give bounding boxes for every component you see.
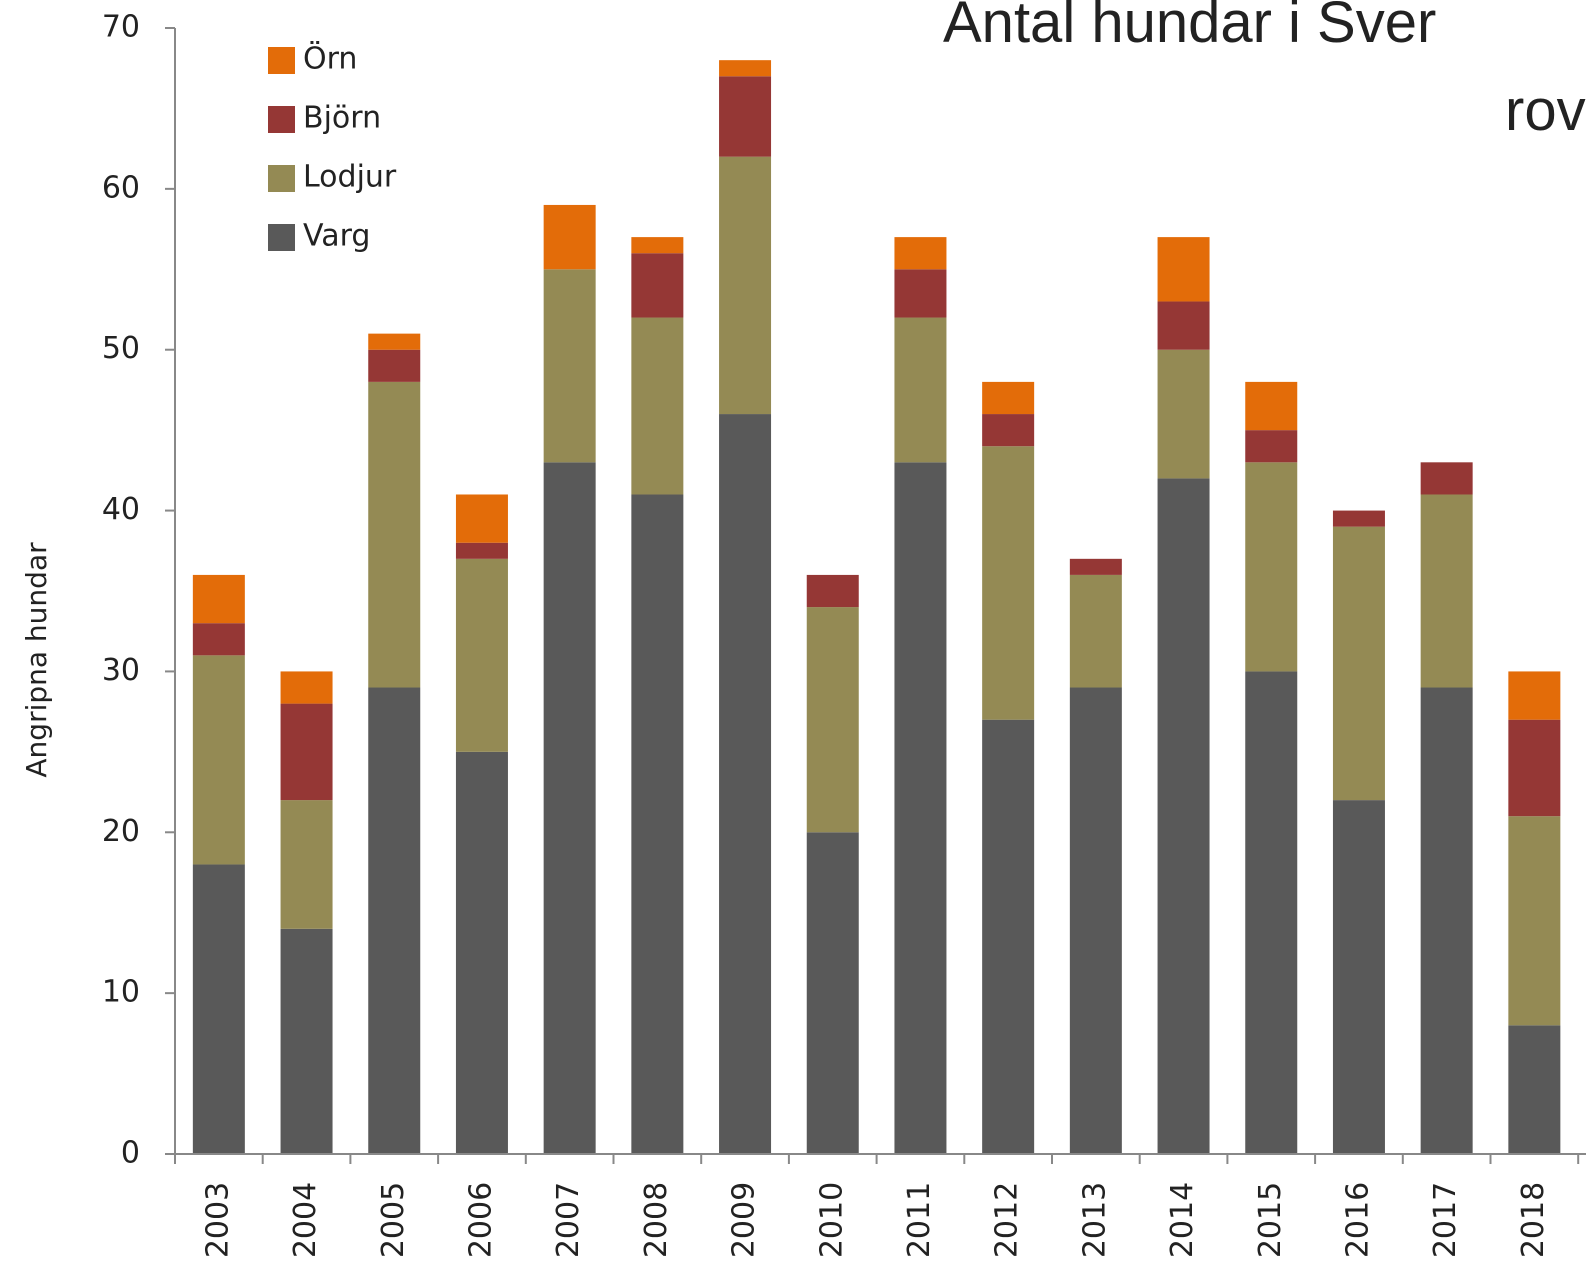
bar-segment: [719, 414, 772, 1154]
bar-segment: [368, 333, 421, 350]
y-tick-label: 70: [102, 10, 140, 45]
bar-segment: [368, 381, 421, 688]
bar-segment: [806, 832, 859, 1154]
bar-segment: [719, 156, 772, 415]
x-tick-label: 2009: [727, 1182, 762, 1258]
bar-segment: [806, 574, 859, 608]
bar-segment: [280, 800, 333, 929]
chart-title: rov: [1505, 78, 1586, 143]
bar-segment: [719, 60, 772, 77]
bar-segment: [1332, 526, 1385, 801]
bar-segment: [1508, 1025, 1561, 1154]
bar-segment: [1069, 687, 1122, 1154]
bar-segment: [455, 558, 508, 752]
legend-swatch: [268, 224, 295, 251]
x-tick-label: 2014: [1165, 1182, 1200, 1258]
bar-segment: [631, 253, 684, 318]
y-tick-label: 20: [102, 814, 140, 849]
y-tick-label: 30: [102, 653, 140, 688]
bar-segment: [192, 574, 245, 624]
x-tick-label: 2004: [288, 1182, 323, 1258]
bar-segment: [1157, 349, 1210, 479]
bar-segment: [192, 655, 245, 865]
bar-segment: [1157, 237, 1210, 302]
x-tick-label: 2008: [639, 1182, 674, 1258]
x-tick-label: 2007: [551, 1182, 586, 1258]
bar-segment: [192, 864, 245, 1154]
y-axis-label: Angripna hundar: [20, 542, 53, 778]
bar-segment: [1420, 687, 1473, 1154]
bar-segment: [1332, 510, 1385, 527]
bar-segment: [631, 237, 684, 254]
x-tick-label: 2013: [1077, 1182, 1112, 1258]
bar-segment: [1069, 574, 1122, 688]
x-tick-label: 2003: [200, 1182, 235, 1258]
legend-label: Varg: [303, 219, 370, 254]
legend-swatch: [268, 106, 295, 133]
bar-segment: [543, 204, 596, 270]
bar-segment: [280, 671, 333, 704]
x-tick-label: 2005: [376, 1182, 411, 1258]
bar-segment: [1508, 671, 1561, 720]
bar-segment: [543, 269, 596, 463]
bar-segment: [982, 381, 1035, 415]
bar-segment: [1508, 719, 1561, 817]
bar-segment: [1508, 816, 1561, 1026]
bar-segment: [455, 494, 508, 543]
bar-segment: [894, 317, 947, 463]
legend-swatch: [268, 165, 295, 192]
chart-title: Antal hundar i Sver: [943, 0, 1436, 55]
x-tick-label: 2018: [1516, 1182, 1551, 1258]
bar-segment: [719, 76, 772, 157]
bar-segment: [1157, 478, 1210, 1154]
y-tick-label: 40: [102, 492, 140, 527]
bar-segment: [1245, 462, 1298, 672]
x-tick-label: 2010: [814, 1182, 849, 1258]
bar-segment: [1245, 430, 1298, 463]
bar-segment: [280, 703, 333, 801]
bar-segment: [982, 446, 1035, 720]
bar-segment: [192, 623, 245, 656]
legend-swatch: [268, 47, 295, 74]
bar-segment: [1332, 800, 1385, 1154]
x-tick-label: 2017: [1428, 1182, 1463, 1258]
y-tick-label: 50: [102, 331, 140, 366]
bar-segment: [368, 349, 421, 382]
legend-label: Örn: [303, 41, 357, 77]
bar-segment: [894, 462, 947, 1154]
bar-segment: [368, 687, 421, 1154]
bar-segment: [280, 928, 333, 1154]
bar-segment: [1420, 494, 1473, 688]
x-tick-label: 2016: [1340, 1182, 1375, 1258]
x-tick-label: 2011: [902, 1182, 937, 1258]
bar-segment: [1069, 558, 1122, 575]
y-tick-label: 0: [121, 1136, 140, 1171]
bar-segment: [1245, 671, 1298, 1154]
legend-label: Björn: [303, 101, 381, 136]
bar-segment: [982, 719, 1035, 1154]
legend-label: Lodjur: [303, 160, 397, 195]
x-tick-label: 2012: [990, 1182, 1025, 1258]
y-tick-label: 60: [102, 170, 140, 205]
bar-segment: [1157, 301, 1210, 350]
bar-segment: [894, 269, 947, 318]
bar-segment: [455, 751, 508, 1154]
bar-segment: [1245, 381, 1298, 431]
x-tick-label: 2015: [1253, 1182, 1288, 1258]
bar-segment: [1420, 462, 1473, 495]
bar-segment: [543, 462, 596, 1154]
bar-segment: [631, 494, 684, 1154]
x-tick-label: 2006: [463, 1182, 498, 1258]
bar-segment: [894, 237, 947, 270]
y-tick-label: 10: [102, 975, 140, 1010]
bar-segment: [455, 542, 508, 559]
bar-segment: [982, 414, 1035, 447]
bar-segment: [631, 317, 684, 495]
bar-segment: [806, 607, 859, 833]
